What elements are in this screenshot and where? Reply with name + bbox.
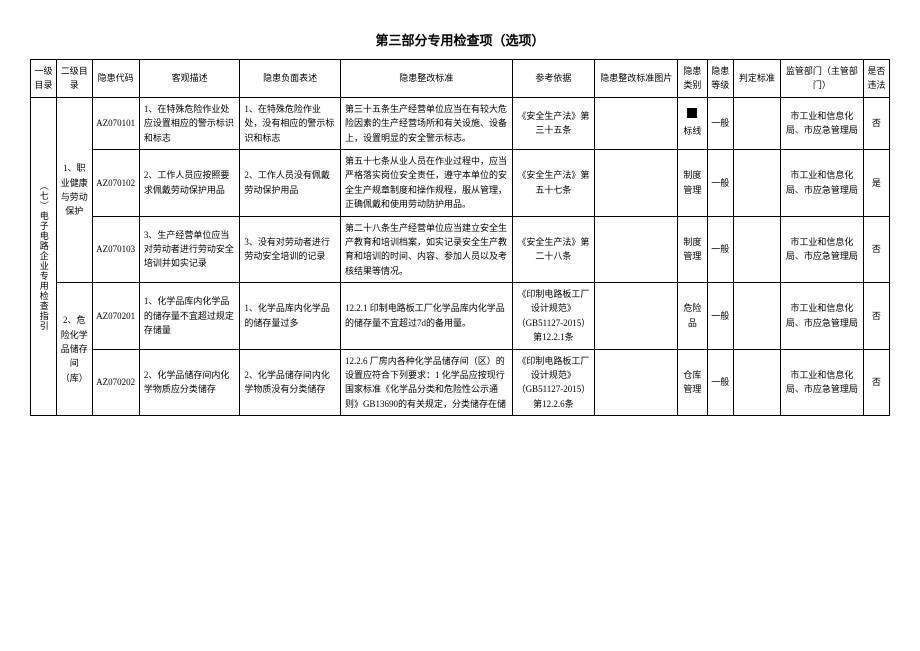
col-dept: 监管部门（主管部门） [781, 60, 864, 98]
col-cat: 隐患类别 [678, 60, 708, 98]
cat-cell: 仓库管理 [678, 349, 708, 416]
table-row: AZ070102 2、工作人员应按照要求佩戴劳动保护用品 2、工作人员没有佩戴劳… [31, 149, 890, 216]
cat-cell: 制度管理 [678, 149, 708, 216]
illegal-cell: 否 [863, 216, 889, 283]
std-cell: 12.2.1 印制电路板工厂化学品库内化学品的储存量不宜超过7d的备用量。 [340, 283, 512, 350]
illegal-cell: 否 [863, 283, 889, 350]
neg-cell: 1、在特殊危险作业处，没有相应的警示标识和标志 [240, 97, 341, 149]
dept-cell: 市工业和信息化局、市应急管理局 [781, 216, 864, 283]
table-row: AZ070103 3、生产经营单位应当对劳动者进行劳动安全培训并如实记录 3、没… [31, 216, 890, 283]
col-desc: 客观描述 [139, 60, 240, 98]
black-square-icon [687, 108, 697, 118]
col-ref: 参考依据 [512, 60, 595, 98]
col-std: 隐患整改标准 [340, 60, 512, 98]
col-crit: 判定标准 [733, 60, 780, 98]
ref-cell: 《安全生产法》第三十五条 [512, 97, 595, 149]
page-title: 第三部分专用检查项（选项） [30, 30, 890, 49]
table-row: AZ070202 2、化学品储存间内化学物质应分类储存 2、化学品储存间内化学物… [31, 349, 890, 416]
std-cell: 第五十七条从业人员在作业过程中，应当严格落实岗位安全责任，遵守本单位的安全生产规… [340, 149, 512, 216]
crit-cell [733, 149, 780, 216]
col-neg: 隐患负面表述 [240, 60, 341, 98]
col-lvl: 隐患等级 [707, 60, 733, 98]
illegal-cell: 是 [863, 149, 889, 216]
img-cell [595, 283, 678, 350]
col-level2: 二级目录 [57, 60, 92, 98]
code-cell: AZ070201 [92, 283, 139, 350]
col-code: 隐患代码 [92, 60, 139, 98]
lvl-cell: 一般 [707, 216, 733, 283]
lvl-cell: 一般 [707, 349, 733, 416]
ref-cell: 《安全生产法》第五十七条 [512, 149, 595, 216]
neg-cell: 1、化学品库内化学品的储存量过多 [240, 283, 341, 350]
img-cell [595, 216, 678, 283]
code-cell: AZ070103 [92, 216, 139, 283]
table-row: （七）电子电路企业专用检查指引 1、职业健康与劳动保护 AZ070101 1、在… [31, 97, 890, 149]
dept-cell: 市工业和信息化局、市应急管理局 [781, 283, 864, 350]
cat-cell: 制度管理 [678, 216, 708, 283]
desc-cell: 2、化学品储存间内化学物质应分类储存 [139, 349, 240, 416]
crit-cell [733, 283, 780, 350]
desc-cell: 2、工作人员应按照要求佩戴劳动保护用品 [139, 149, 240, 216]
dept-cell: 市工业和信息化局、市应急管理局 [781, 149, 864, 216]
img-cell [595, 97, 678, 149]
illegal-cell: 否 [863, 97, 889, 149]
code-cell: AZ070102 [92, 149, 139, 216]
std-cell: 第二十八条生产经营单位应当建立安全生产教育和培训档案，如实记录安全生产教育和培训… [340, 216, 512, 283]
crit-cell [733, 216, 780, 283]
crit-cell [733, 349, 780, 416]
lvl-cell: 一般 [707, 97, 733, 149]
desc-cell: 1、在特殊危险作业处应设置相应的警示标识和标志 [139, 97, 240, 149]
neg-cell: 3、没有对劳动者进行劳动安全培训的记录 [240, 216, 341, 283]
std-cell: 第三十五条生产经营单位应当在有较大危险因素的生产经营场所和有关设施、设备上，设置… [340, 97, 512, 149]
col-level1: 一级目录 [31, 60, 57, 98]
code-cell: AZ070101 [92, 97, 139, 149]
neg-cell: 2、工作人员没有佩戴劳动保护用品 [240, 149, 341, 216]
cat-cell: 标线 [678, 97, 708, 149]
dept-cell: 市工业和信息化局、市应急管理局 [781, 97, 864, 149]
col-illegal: 是否违法 [863, 60, 889, 98]
img-cell [595, 349, 678, 416]
img-cell [595, 149, 678, 216]
ref-cell: 《安全生产法》第二十八条 [512, 216, 595, 283]
lvl-cell: 一般 [707, 283, 733, 350]
inspection-table: 一级目录 二级目录 隐患代码 客观描述 隐患负面表述 隐患整改标准 参考依据 隐… [30, 59, 890, 416]
desc-cell: 3、生产经营单位应当对劳动者进行劳动安全培训并如实记录 [139, 216, 240, 283]
illegal-cell: 否 [863, 349, 889, 416]
std-cell: 12.2.6 厂房内各种化学品储存间（区）的设置应符合下列要求：1 化学品应按现… [340, 349, 512, 416]
col-img: 隐患整改标准图片 [595, 60, 678, 98]
desc-cell: 1、化学品库内化学品的储存量不宜超过规定存储量 [139, 283, 240, 350]
crit-cell [733, 97, 780, 149]
lvl-cell: 一般 [707, 149, 733, 216]
level1-cell: （七）电子电路企业专用检查指引 [31, 97, 57, 415]
level2-cell: 2、危险化学品储存间（库） [57, 283, 92, 416]
dept-cell: 市工业和信息化局、市应急管理局 [781, 349, 864, 416]
ref-cell: 《印制电路板工厂设计规范》（GB51127-2015）第12.2.1条 [512, 283, 595, 350]
code-cell: AZ070202 [92, 349, 139, 416]
neg-cell: 2、化学品储存间内化学物质没有分类储存 [240, 349, 341, 416]
table-row: 2、危险化学品储存间（库） AZ070201 1、化学品库内化学品的储存量不宜超… [31, 283, 890, 350]
ref-cell: 《印制电路板工厂设计规范》（GB51127-2015）第12.2.6条 [512, 349, 595, 416]
header-row: 一级目录 二级目录 隐患代码 客观描述 隐患负面表述 隐患整改标准 参考依据 隐… [31, 60, 890, 98]
level2-cell: 1、职业健康与劳动保护 [57, 97, 92, 282]
cat-cell: 危险品 [678, 283, 708, 350]
